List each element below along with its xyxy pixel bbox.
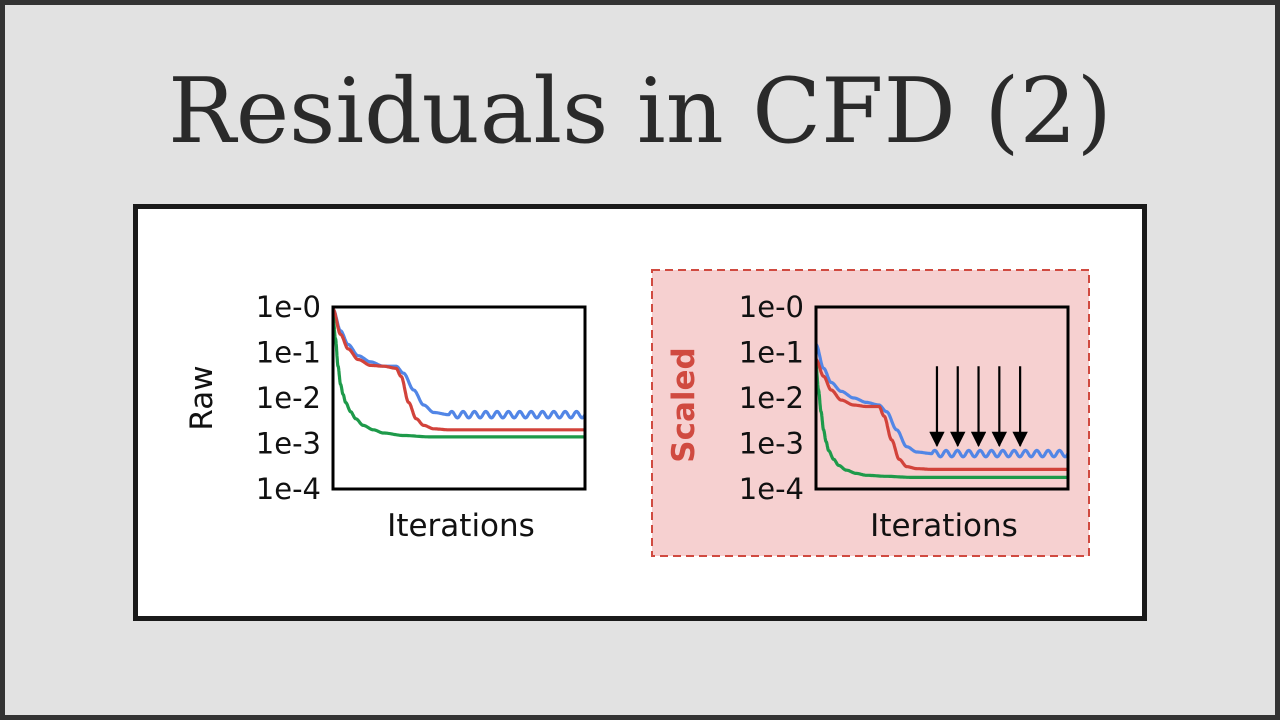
plot-frame: [814, 305, 1070, 491]
slide-title: Residuals in CFD (2): [168, 59, 1112, 164]
y-tick-label: 1e-3: [256, 427, 321, 461]
blue-residual-line: [816, 343, 1068, 459]
blue-residual-line: [333, 307, 585, 420]
x-axis-label: Iterations: [387, 508, 535, 544]
y-tick-label: 1e-1: [739, 336, 804, 370]
y-tick-label: 1e-4: [739, 472, 804, 506]
y-axis-label: Scaled: [666, 347, 702, 462]
red-residual-line: [816, 358, 1068, 471]
y-tick-label: 1e-1: [256, 336, 321, 370]
y-tick-label: 1e-4: [256, 472, 321, 506]
x-axis-label: Iterations: [870, 508, 1018, 544]
y-axis-label: Raw: [184, 365, 220, 430]
green-residual-line: [816, 364, 1068, 479]
plot-frame: [331, 305, 587, 491]
y-tick-label: 1e-3: [739, 427, 804, 461]
raw-residual-chart: 1e-0 1e-1 1e-2 1e-3 1e-4 Iterations Raw: [184, 290, 587, 544]
y-tick-label: 1e-2: [256, 381, 321, 415]
y-tick-label: 1e-0: [739, 290, 804, 324]
green-residual-line: [333, 315, 585, 439]
scaled-residual-chart: 1e-0 1e-1 1e-2 1e-3 1e-4 Iterations Scaled: [666, 290, 1070, 544]
scaled-highlight-box: [651, 269, 1090, 557]
y-tick-label: 1e-2: [739, 381, 804, 415]
y-tick-label: 1e-0: [256, 290, 321, 324]
red-residual-line: [333, 307, 585, 432]
